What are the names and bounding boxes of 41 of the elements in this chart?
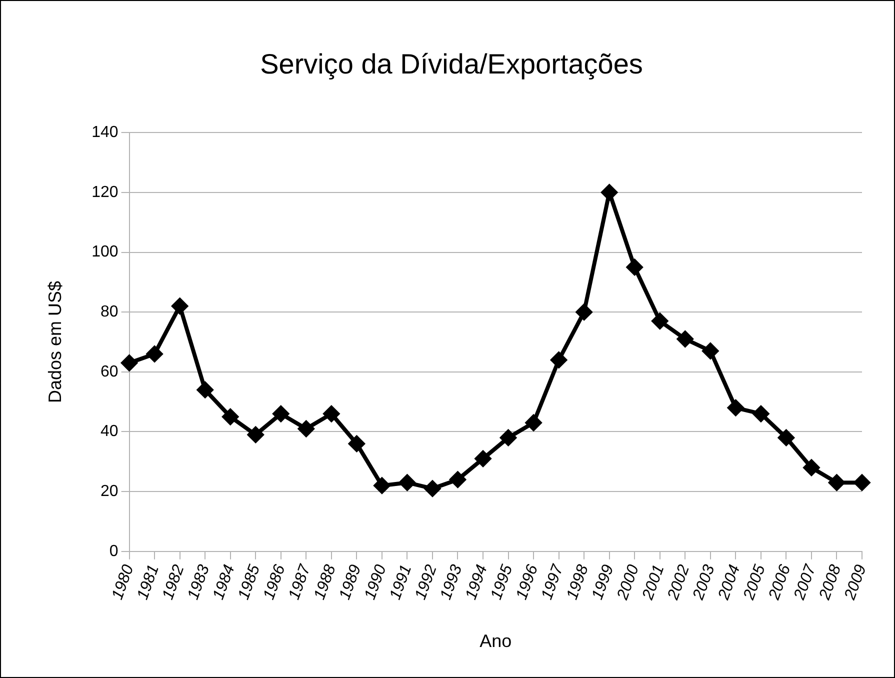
point — [348, 436, 365, 452]
chart-title: Serviço da Dívida/Exportações — [260, 48, 643, 80]
point — [222, 408, 238, 425]
point — [475, 450, 492, 467]
y-tick-label: 80 — [100, 303, 118, 320]
point — [550, 352, 567, 368]
point — [197, 382, 214, 398]
point — [399, 474, 416, 491]
point — [450, 472, 466, 488]
point — [272, 406, 289, 422]
point — [526, 414, 542, 431]
point — [146, 346, 163, 362]
point — [298, 420, 314, 437]
y-tick-label: 20 — [100, 482, 118, 500]
point — [601, 184, 618, 200]
point — [854, 474, 870, 491]
point — [778, 430, 794, 446]
point — [374, 478, 390, 494]
point — [626, 259, 643, 276]
point — [323, 406, 340, 422]
y-axis-title: Dados em US$ — [44, 280, 65, 404]
point — [803, 460, 820, 476]
y-tick-label: 100 — [92, 244, 118, 261]
y-tick-label: 40 — [100, 423, 118, 440]
point — [424, 480, 440, 497]
point — [752, 406, 769, 422]
point — [500, 430, 516, 446]
point — [576, 304, 592, 320]
point — [172, 298, 188, 314]
point — [248, 426, 264, 443]
y-tick-label: 140 — [92, 124, 118, 142]
point — [728, 400, 744, 416]
point — [652, 313, 668, 330]
y-tick-label: 120 — [92, 184, 118, 201]
y-tick-label: 60 — [100, 363, 118, 380]
point — [702, 342, 718, 359]
point — [677, 331, 694, 347]
point — [121, 354, 138, 371]
y-tick-label: 0 — [109, 542, 118, 560]
point — [828, 474, 845, 491]
x-axis-title: Ano — [480, 631, 512, 652]
